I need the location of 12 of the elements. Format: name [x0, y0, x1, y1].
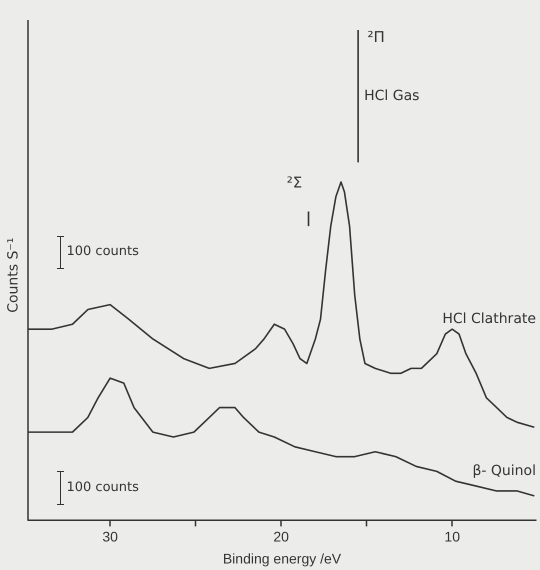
x-axis-title: Binding energy /eV [222, 550, 342, 566]
x-tick-label: 10 [444, 528, 460, 545]
annotation: ²Σ [286, 173, 302, 192]
x-tick-label: 20 [273, 528, 290, 545]
annotation: 100 counts [66, 480, 139, 495]
y-axis-title: Counts S⁻¹ [6, 238, 22, 313]
series-label: HCl Clathrate [442, 310, 536, 327]
annotation: ²Π [367, 28, 385, 46]
series-label: HCl Gas [364, 88, 420, 104]
annotation: 100 counts [66, 244, 139, 260]
series-label: β- Quinol [472, 462, 536, 479]
x-tick-label: 30 [102, 528, 118, 545]
